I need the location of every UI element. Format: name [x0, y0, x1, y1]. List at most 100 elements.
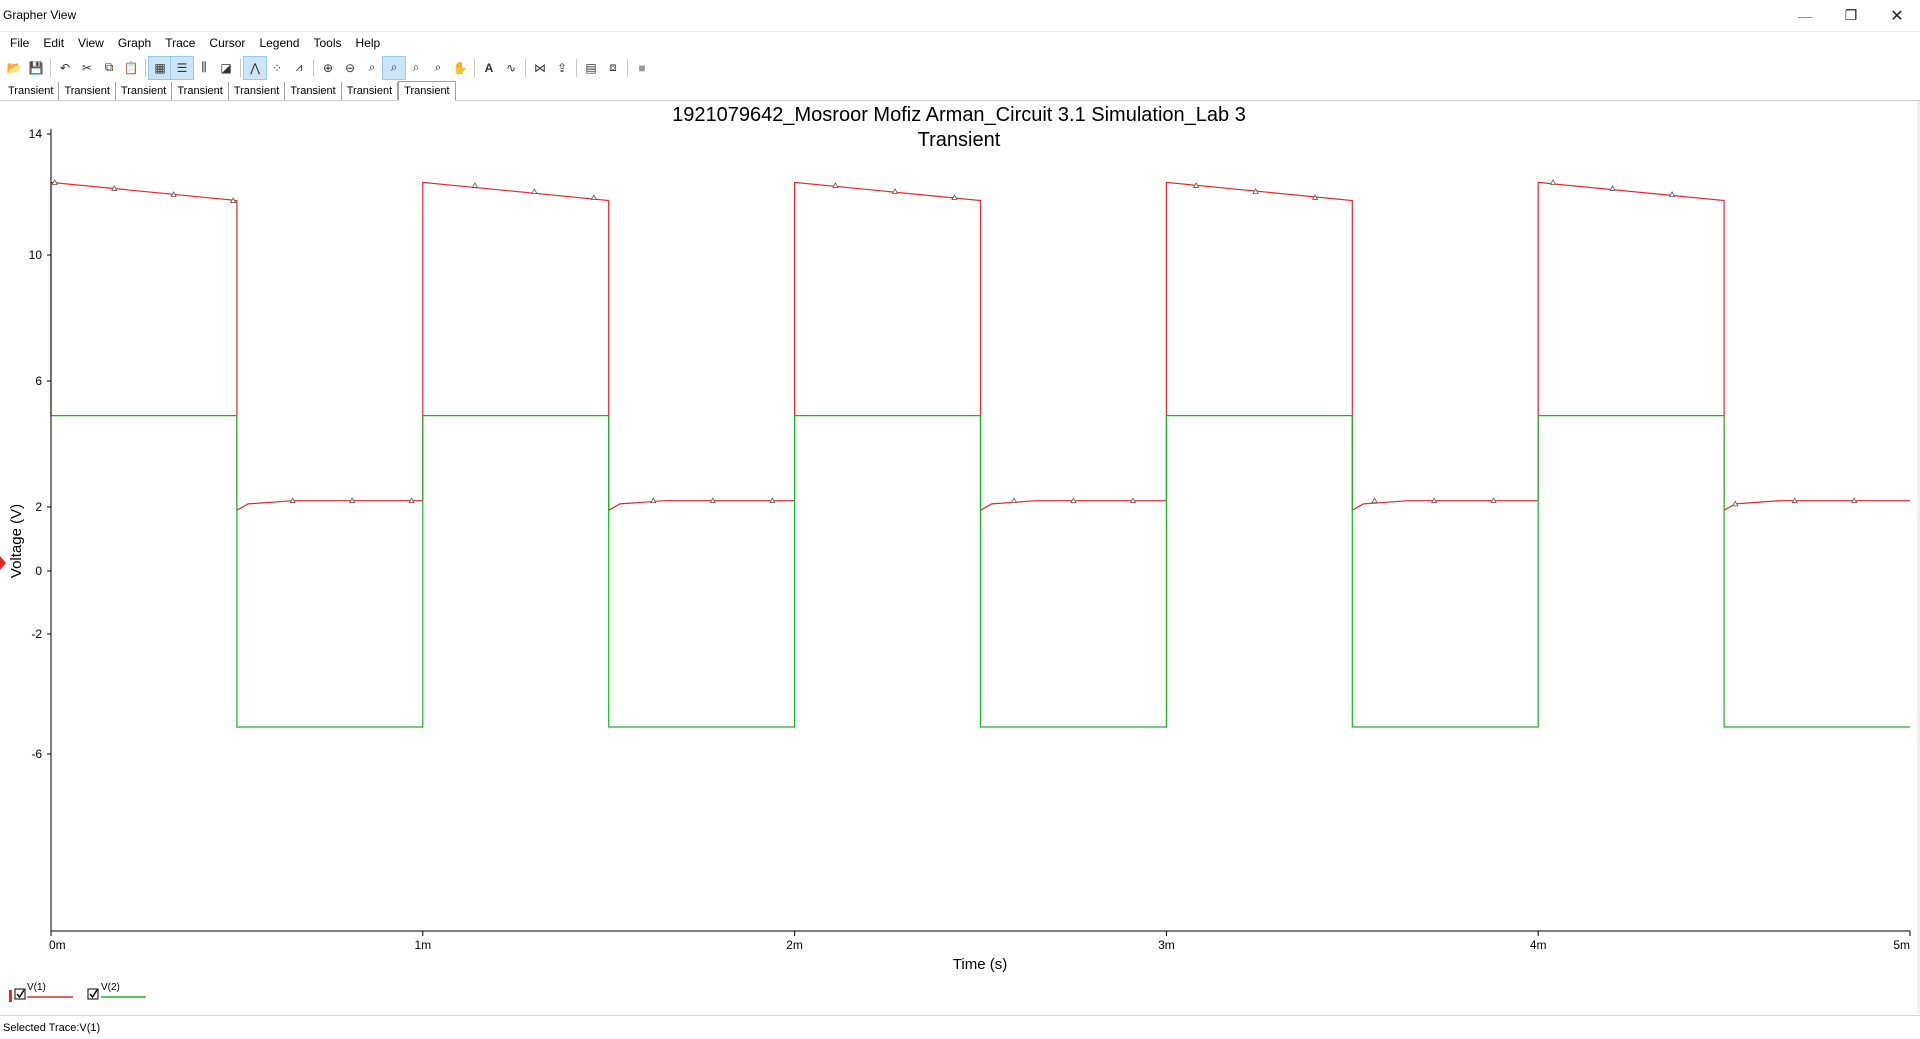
open-icon[interactable]: 📂 — [6, 60, 22, 75]
text-icon[interactable]: A — [484, 60, 494, 75]
trace-marker — [709, 497, 716, 504]
title-bar: Grapher View — ❐ ✕ — [0, 0, 1920, 32]
menu-tools[interactable]: Tools — [313, 36, 342, 50]
trace-marker — [170, 191, 177, 197]
tab-transient[interactable]: Transient — [115, 82, 173, 100]
trace-marker — [590, 194, 598, 200]
restore-icon[interactable]: ❐ — [1844, 7, 1858, 23]
reverse-colors-icon[interactable]: ◪ — [220, 60, 232, 75]
properties-icon[interactable]: ▤ — [585, 60, 597, 75]
x-tick-label: 2m — [786, 938, 803, 952]
chart-subtitle: Transient — [918, 129, 1001, 151]
trace-marker — [1010, 497, 1018, 504]
selected-trace-marker[interactable] — [0, 556, 6, 570]
y-tick-label: -2 — [31, 627, 42, 641]
menu-view[interactable]: View — [78, 36, 104, 50]
menu-edit[interactable]: Edit — [43, 36, 65, 50]
legend[interactable]: V(1) V(2) — [9, 982, 146, 1002]
menu-legend[interactable]: Legend — [259, 36, 300, 50]
trace-marker — [650, 497, 657, 504]
menu-trace[interactable]: Trace — [165, 36, 196, 50]
pan-icon[interactable]: ✋ — [452, 60, 468, 75]
trace-marker — [1668, 191, 1676, 197]
tab-bar: Transient Transient Transient Transient … — [0, 81, 1920, 101]
x-tick-label: 3m — [1158, 938, 1175, 952]
show-lines-points-icon[interactable]: ⩘ — [295, 60, 303, 74]
toolbar-separator — [313, 58, 314, 77]
check-icon — [89, 989, 98, 999]
toolbar-separator — [145, 58, 146, 77]
legend-selected-indicator — [9, 990, 12, 1002]
tab-transient[interactable]: Transient — [228, 82, 286, 100]
zoom-area-icon[interactable]: ⌕ — [368, 60, 376, 74]
graph-background — [0, 101, 1917, 1014]
legend-checkbox-v1[interactable] — [14, 988, 26, 1000]
trace-marker — [289, 497, 296, 504]
cursors-icon[interactable]: ⫼ — [201, 60, 207, 74]
copy-icon[interactable]: ⧉ — [104, 60, 114, 74]
graph-area[interactable]: 1921079642_Mosroor Mofiz Arman_Circuit 3… — [0, 101, 1917, 1014]
menu-graph[interactable]: Graph — [117, 36, 152, 50]
zoom-full-icon[interactable]: ⌕ — [434, 60, 442, 74]
x-tick-label: 5m — [1893, 938, 1910, 952]
y-tick-label: 14 — [29, 127, 43, 141]
close-icon[interactable]: ✕ — [1890, 7, 1904, 25]
overlay-icon[interactable]: ⧈ — [609, 60, 617, 74]
menu-cursor[interactable]: Cursor — [209, 36, 246, 50]
check-icon — [16, 989, 25, 999]
y-tick-label: -6 — [31, 747, 42, 761]
zoom-x-icon[interactable]: ⌕ — [382, 55, 406, 80]
toolbar: 📂 💾 ↶ ✂ ⧉ 📋 ▦ ☰ ⫼ ◪ ⋀ ⁘ ⩘ ⊕ ⊖ ⌕ ⌕ ⌕ ⌕ ✋ A ∿ ⋈ ⇪ ▤ ⧈ ■ — [0, 55, 1920, 80]
tab-transient[interactable]: Transient — [285, 82, 342, 100]
minimize-icon[interactable]: — — [1798, 7, 1812, 24]
compare-icon[interactable]: ∿ — [505, 60, 517, 75]
trace-marker — [1192, 182, 1200, 188]
tab-transient[interactable]: Transient — [3, 82, 60, 100]
tab-transient[interactable]: Transient — [341, 82, 399, 100]
trace-marker — [1311, 194, 1319, 200]
toolbar-separator — [50, 58, 51, 77]
zoom-y-icon[interactable]: ⌕ — [412, 60, 420, 74]
trace-marker — [408, 497, 415, 504]
trace-marker — [1430, 497, 1438, 504]
trace-marker — [1252, 188, 1259, 194]
toolbar-separator — [474, 58, 475, 77]
zoom-in-icon[interactable]: ⊕ — [322, 60, 334, 75]
x-axis-label: Time (s) — [953, 956, 1007, 973]
legend-label-v1: V(1) — [27, 982, 46, 993]
y-axis: 14 10 6 2 0 -2 -6 — [29, 127, 51, 761]
show-points-icon[interactable]: ⁘ — [271, 60, 283, 75]
y-axis-label: Voltage (V) — [8, 504, 25, 578]
menu-help[interactable]: Help — [355, 36, 381, 50]
trace-marker — [951, 194, 958, 200]
legend-icon[interactable]: ☰ — [170, 55, 194, 80]
tab-transient-active[interactable]: Transient — [398, 81, 456, 101]
vertical-scrollbar[interactable] — [1917, 101, 1920, 1014]
stop-icon[interactable]: ■ — [638, 60, 646, 75]
show-trace-icon[interactable]: ⋀ — [243, 55, 267, 80]
grid-icon[interactable]: ▦ — [148, 55, 172, 80]
menu-file[interactable]: File — [10, 36, 30, 50]
trace-marker — [1129, 497, 1137, 504]
x-axis: 0m 1m 2m 3m 4m 5m — [49, 931, 1911, 952]
trace-marker — [471, 182, 479, 188]
trace-marker — [348, 497, 356, 504]
menu-bar: File Edit View Graph Trace Cursor Legend… — [0, 32, 1920, 54]
trace-marker — [1371, 497, 1378, 504]
zoom-out-icon[interactable]: ⊖ — [344, 60, 356, 75]
trace-marker — [1732, 500, 1739, 507]
paste-icon[interactable]: 📋 — [123, 60, 139, 75]
y-tick-label: 6 — [35, 374, 42, 388]
legend-checkbox-v2[interactable] — [87, 988, 99, 1000]
tab-transient[interactable]: Transient — [172, 82, 229, 100]
cut-icon[interactable]: ✂ — [81, 60, 93, 75]
tab-transient[interactable]: Transient — [59, 82, 116, 100]
window-title: Grapher View — [3, 8, 77, 22]
export-icon[interactable]: ⇪ — [556, 60, 568, 75]
undo-icon[interactable]: ↶ — [59, 60, 71, 75]
save-icon[interactable]: 💾 — [28, 60, 44, 75]
trace-marker — [51, 179, 58, 185]
x-tick-label: 1m — [414, 938, 431, 952]
diff-icon[interactable]: ⋈ — [534, 60, 546, 75]
